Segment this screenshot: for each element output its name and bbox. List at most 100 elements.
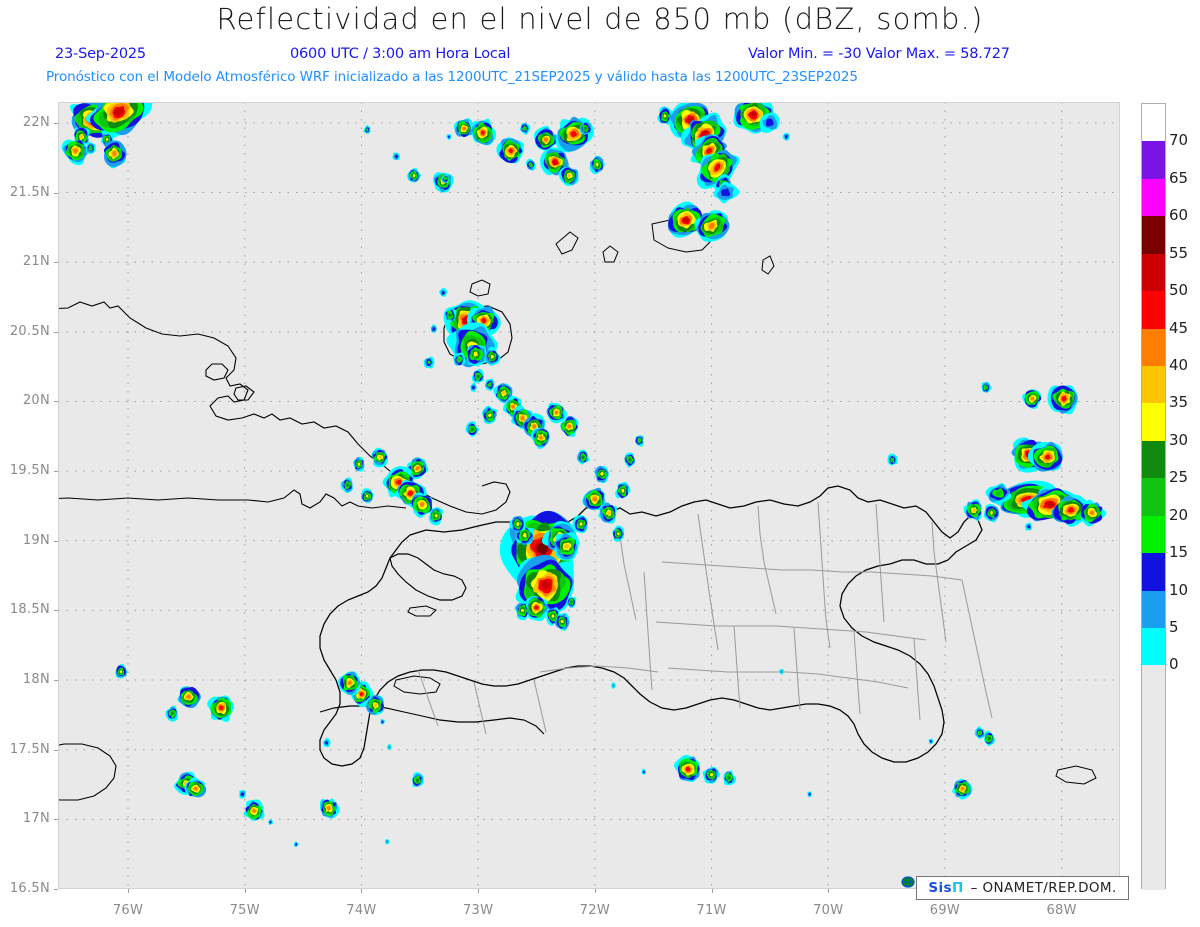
reflectivity-cell	[482, 405, 497, 424]
x-axis-tick	[128, 889, 130, 893]
reflectivity-cell	[635, 435, 644, 447]
x-axis-tick	[244, 889, 246, 893]
coastline-isla-gonave	[393, 675, 441, 695]
reflectivity-contour	[326, 806, 331, 811]
reflectivity-contour	[434, 514, 438, 518]
reflectivity-contour	[595, 162, 599, 167]
reflectivity-contour	[1067, 507, 1075, 513]
map-plot-area[interactable]	[58, 102, 1120, 889]
x-axis-tick	[594, 889, 596, 893]
reflectivity-cell	[928, 738, 934, 745]
reflectivity-contour	[481, 130, 485, 136]
reflectivity-map	[58, 102, 1120, 889]
reflectivity-contour	[721, 188, 731, 197]
x-axis-label: 74W	[346, 903, 377, 918]
reflectivity-contour	[1045, 454, 1051, 460]
reflectivity-contour	[113, 107, 124, 117]
reflectivity-contour	[607, 511, 611, 515]
x-axis-label: 69W	[929, 903, 961, 918]
reflectivity-cell	[594, 465, 609, 484]
reflectivity-contour	[385, 839, 389, 844]
reflectivity-contour	[1045, 501, 1055, 508]
y-axis-label: 21N	[22, 254, 50, 270]
reflectivity-cell	[353, 456, 365, 472]
reflectivity-contour	[529, 163, 532, 166]
y-axis-label: 17.5N	[9, 741, 50, 757]
y-axis-label: 17N	[22, 811, 50, 827]
reflectivity-cell	[807, 791, 812, 798]
reflectivity-cell	[525, 158, 536, 171]
reflectivity-cell	[371, 447, 388, 468]
reflectivity-cell	[534, 125, 558, 151]
colorbar-band	[1142, 104, 1165, 142]
reflectivity-cell	[446, 134, 452, 141]
reflectivity-contour	[412, 174, 416, 178]
reflectivity-cell	[983, 504, 999, 523]
reflectivity-cell	[523, 413, 546, 439]
reflectivity-cell	[386, 743, 392, 750]
reflectivity-contour	[987, 736, 991, 741]
reflectivity-cell	[555, 612, 570, 631]
reflectivity-cell	[412, 772, 424, 788]
colorbar-tick-label: 5	[1169, 618, 1179, 636]
colorbar-tick-label: 65	[1169, 168, 1189, 187]
x-axis-tick	[361, 889, 363, 893]
reflectivity-contour	[481, 317, 487, 324]
reflectivity-contour	[1027, 525, 1031, 529]
reflectivity-cell	[361, 488, 374, 504]
reflectivity-cell	[702, 766, 721, 784]
reflectivity-contour	[381, 720, 384, 724]
reflectivity-contour	[79, 134, 83, 139]
reflectivity-contour	[995, 490, 1002, 497]
reflectivity-contour	[457, 358, 461, 362]
reflectivity-cell	[598, 502, 618, 524]
reflectivity-cell	[524, 595, 549, 622]
reflectivity-cell	[673, 754, 700, 782]
colorbar-tick-label: 10	[1169, 580, 1189, 599]
y-axis-label: 18N	[22, 672, 50, 688]
colorbar[interactable]	[1141, 103, 1166, 890]
colorbar-band	[1142, 665, 1165, 890]
reflectivity-cell	[85, 142, 96, 154]
reflectivity-contour	[471, 385, 475, 389]
coastline-cuba-inlet	[205, 363, 229, 381]
reflectivity-contour	[295, 843, 298, 846]
reflectivity-cell	[554, 532, 580, 561]
colorbar-band	[1142, 590, 1165, 628]
y-axis-label: 21.5N	[9, 184, 50, 200]
y-axis-label: 18.5N	[9, 602, 50, 618]
reflectivity-cell	[243, 799, 265, 821]
reflectivity-cell	[363, 124, 371, 134]
y-axis-label: 20.5N	[9, 323, 50, 339]
reflectivity-cell	[470, 382, 477, 393]
reflectivity-cell	[165, 705, 179, 722]
coastline-hispaniola	[319, 485, 983, 767]
gridlines	[58, 102, 1120, 889]
reflectivity-contour	[365, 494, 369, 498]
coastline-cuba-bay	[233, 385, 255, 401]
reflectivity-contour	[750, 111, 757, 118]
reflectivity-cell	[340, 477, 353, 493]
reflectivity-contour	[727, 775, 731, 780]
reflectivity-cell	[540, 147, 569, 176]
reflectivity-contour	[541, 579, 551, 590]
reflectivity-cell	[239, 789, 247, 799]
reflectivity-cell	[466, 344, 487, 365]
reflectivity-cell	[392, 152, 401, 161]
reflectivity-cell	[61, 139, 90, 166]
reflectivity-contour	[560, 619, 564, 624]
reflectivity-cell	[546, 402, 567, 424]
colorbar-tick-label: 50	[1169, 281, 1189, 300]
reflectivity-cell	[577, 449, 589, 465]
reflectivity-cell	[423, 356, 435, 369]
y-axis-tick	[54, 680, 58, 682]
reflectivity-contour	[682, 217, 689, 223]
reflectivity-contour	[663, 113, 667, 118]
coastline-cay-1	[469, 279, 491, 297]
reflectivity-contour	[709, 772, 714, 777]
colorbar-band	[1142, 291, 1165, 329]
y-axis-tick	[54, 331, 58, 333]
reflectivity-contour	[523, 126, 526, 130]
y-axis-label: 19.5N	[9, 463, 50, 479]
reflectivity-cell	[582, 487, 607, 511]
